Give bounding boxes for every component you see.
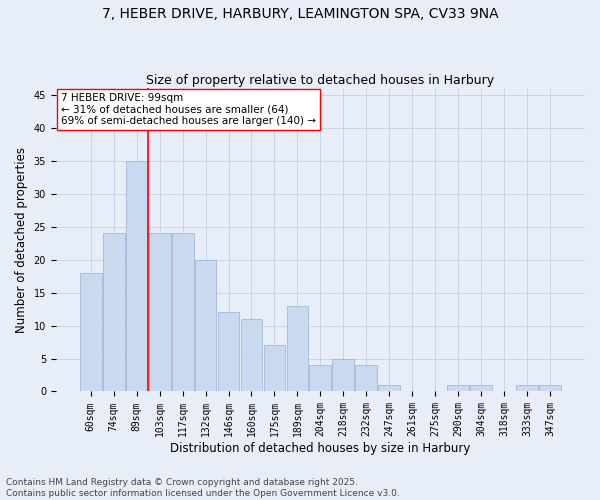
Text: Contains HM Land Registry data © Crown copyright and database right 2025.
Contai: Contains HM Land Registry data © Crown c… (6, 478, 400, 498)
Bar (126, 160, 148, 392)
Bar (539, 385, 561, 392)
Bar (379, 385, 400, 392)
Bar (287, 306, 308, 392)
Bar (263, 346, 286, 392)
Text: 7 HEBER DRIVE: 99sqm
← 31% of detached houses are smaller (64)
69% of semi-detac: 7 HEBER DRIVE: 99sqm ← 31% of detached h… (61, 92, 316, 126)
Bar (310, 365, 331, 392)
Y-axis label: Number of detached properties: Number of detached properties (15, 147, 28, 333)
Title: Size of property relative to detached houses in Harbury: Size of property relative to detached ho… (146, 74, 494, 87)
Bar (172, 233, 194, 392)
X-axis label: Distribution of detached houses by size in Harbury: Distribution of detached houses by size … (170, 442, 470, 455)
Bar (103, 233, 125, 392)
Bar (332, 358, 354, 392)
Bar (241, 319, 262, 392)
Bar (447, 385, 469, 392)
Text: 7, HEBER DRIVE, HARBURY, LEAMINGTON SPA, CV33 9NA: 7, HEBER DRIVE, HARBURY, LEAMINGTON SPA,… (101, 8, 499, 22)
Bar (149, 233, 170, 392)
Bar (194, 260, 217, 392)
Bar (355, 365, 377, 392)
Bar (470, 385, 492, 392)
Bar (80, 273, 101, 392)
Bar (218, 312, 239, 392)
Bar (516, 385, 538, 392)
